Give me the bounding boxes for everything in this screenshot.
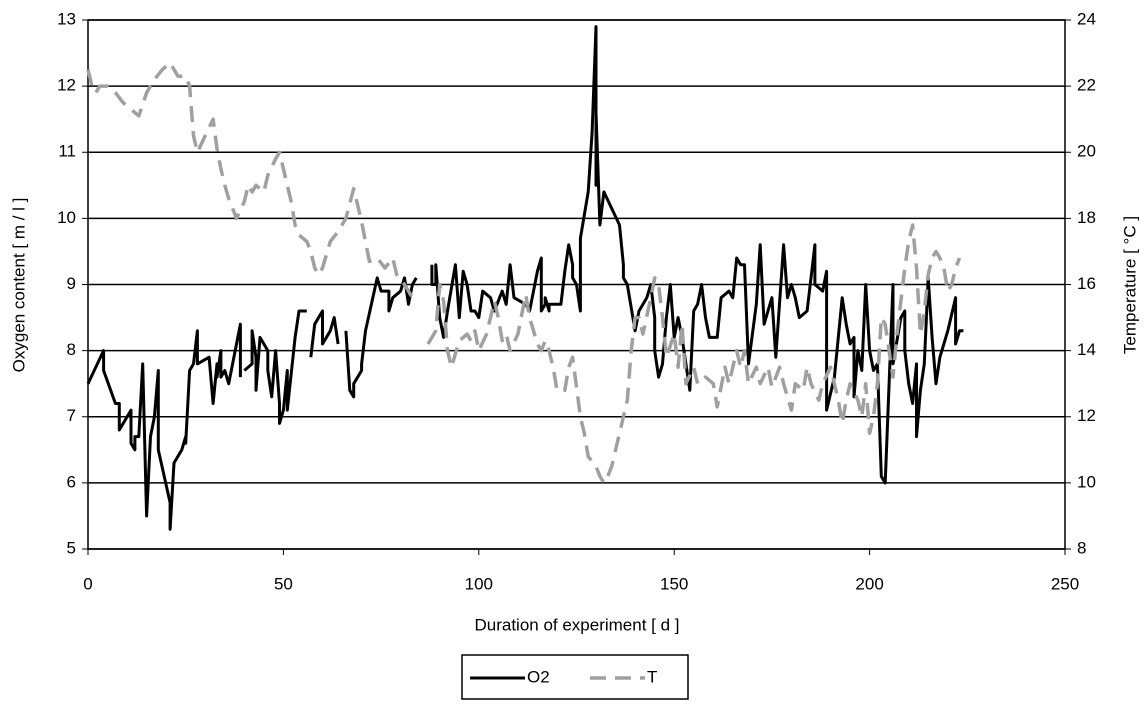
data-line bbox=[426, 223, 962, 485]
y-tick-label: 10 bbox=[57, 208, 76, 227]
data-line bbox=[430, 25, 964, 485]
y2-tick-label: 8 bbox=[1077, 538, 1086, 557]
plot-frame bbox=[87, 19, 1066, 550]
y2-tick-label: 24 bbox=[1077, 9, 1096, 28]
data-line bbox=[309, 309, 340, 358]
data-line bbox=[86, 322, 242, 531]
y-axis-label: Oxygen content [ m / l ] bbox=[9, 198, 28, 373]
legend-label: O2 bbox=[527, 667, 550, 686]
x-tick-label: 100 bbox=[465, 574, 493, 593]
x-tick-label: 250 bbox=[1051, 574, 1079, 593]
y-tick-label: 13 bbox=[57, 9, 76, 28]
y-tick-label: 5 bbox=[67, 538, 76, 557]
x-axis-label: Duration of experiment [ d ] bbox=[474, 615, 679, 634]
y2-axis-label: Temperature [ °C ] bbox=[1120, 216, 1139, 354]
x-tick-label: 200 bbox=[855, 574, 883, 593]
y2-tick-label: 14 bbox=[1077, 340, 1096, 359]
y2-tick-label: 10 bbox=[1077, 472, 1096, 491]
data-line bbox=[243, 309, 307, 425]
y-tick-label: 7 bbox=[67, 406, 76, 425]
y2-tick-label: 12 bbox=[1077, 406, 1096, 425]
y-tick-label: 9 bbox=[67, 274, 76, 293]
x-tick-label: 50 bbox=[274, 574, 293, 593]
data-line bbox=[86, 61, 417, 300]
legend-box bbox=[461, 654, 689, 700]
y2-tick-label: 16 bbox=[1077, 274, 1096, 293]
y2-tick-label: 18 bbox=[1077, 208, 1096, 227]
data-line bbox=[344, 276, 418, 399]
y-tick-label: 6 bbox=[67, 472, 76, 491]
y-tick-label: 8 bbox=[67, 340, 76, 359]
y2-tick-label: 20 bbox=[1077, 142, 1096, 161]
x-tick-label: 150 bbox=[660, 574, 688, 593]
y2-tick-label: 22 bbox=[1077, 76, 1096, 95]
legend-label: T bbox=[647, 667, 657, 686]
y-tick-label: 12 bbox=[57, 76, 76, 95]
x-tick-label: 0 bbox=[83, 574, 92, 593]
y-tick-label: 11 bbox=[58, 142, 76, 161]
